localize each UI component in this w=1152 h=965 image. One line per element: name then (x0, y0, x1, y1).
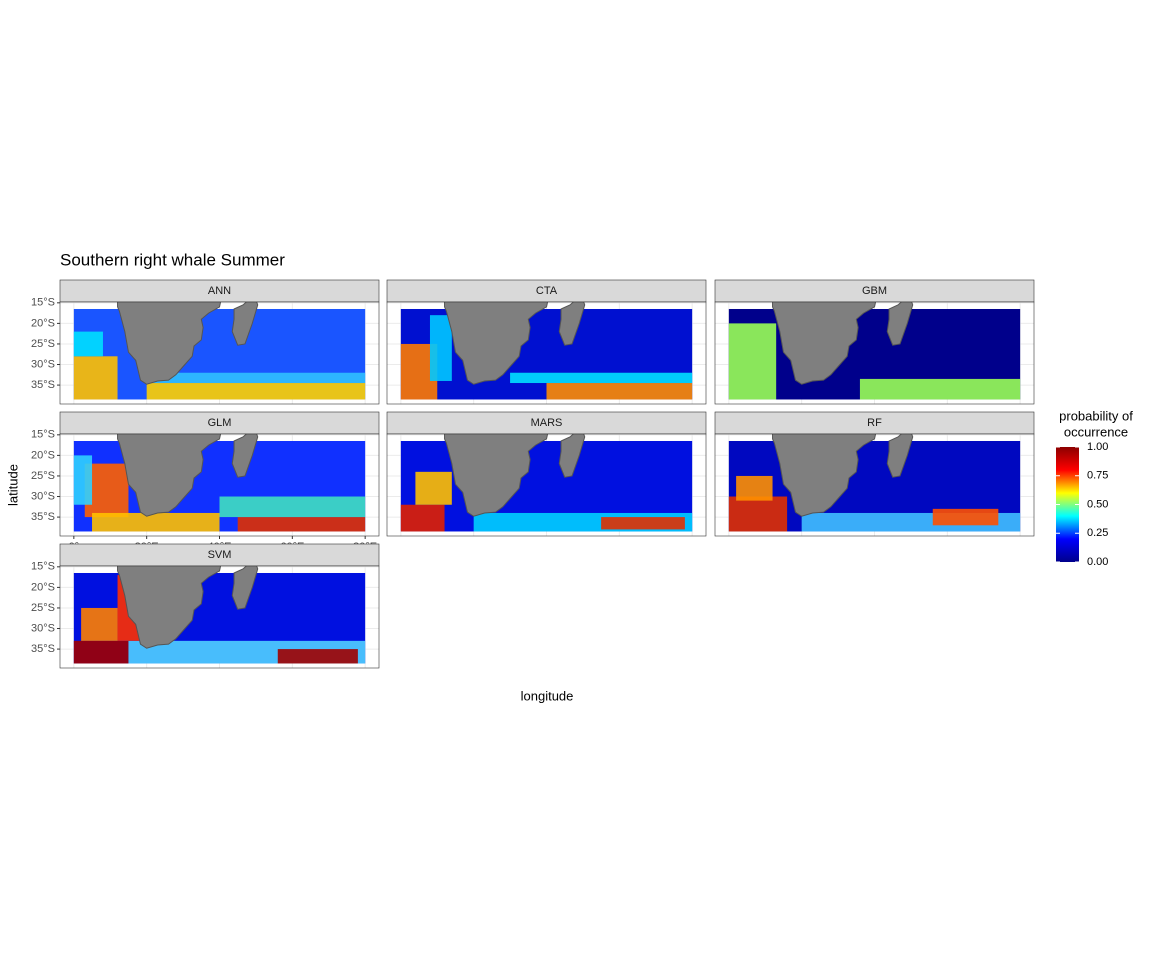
legend-title: occurrence (1064, 424, 1128, 439)
raster-patch (400, 504, 445, 532)
y-tick-label: 20°S (31, 581, 55, 593)
land (886, 434, 914, 478)
y-tick-label: 30°S (31, 358, 55, 370)
land (117, 566, 222, 649)
land (444, 302, 549, 385)
panel-border (59, 301, 380, 405)
legend-label: 0.50 (1087, 498, 1108, 510)
raster-patch (237, 517, 366, 532)
strip-label: MARS (531, 417, 563, 429)
land (117, 434, 222, 517)
y-tick-label: 15°S (31, 297, 55, 309)
y-tick-label: 25°S (31, 602, 55, 614)
raster-patch (859, 378, 1021, 400)
raster-patch (728, 323, 777, 400)
y-tick-label: 15°S (31, 561, 55, 573)
legend-title: probability of (1059, 408, 1133, 423)
raster-patch (601, 517, 685, 530)
y-tick-label: 35°S (31, 511, 55, 523)
raster-patch (73, 331, 103, 357)
panel (60, 434, 379, 536)
land (558, 302, 586, 346)
chart-title: Southern right whale Summer (60, 250, 285, 269)
panel (715, 434, 1034, 536)
strip-label: ANN (208, 285, 231, 297)
land (772, 434, 877, 517)
x-axis-label: longitude (521, 688, 574, 703)
strip-label: RF (867, 417, 882, 429)
raster-patch (146, 372, 366, 384)
raster-patch (73, 356, 118, 400)
strip-label: SVM (208, 549, 232, 561)
panel-border (386, 301, 707, 405)
panel-border (714, 301, 1035, 405)
raster-patch (219, 496, 366, 518)
y-axis-label: latitude (5, 464, 20, 506)
raster-patch (277, 649, 358, 664)
raster-patch (429, 315, 452, 381)
legend-label: 0.00 (1087, 556, 1108, 568)
panel (715, 302, 1034, 404)
raster-patch (73, 455, 93, 505)
y-tick-label: 20°S (31, 449, 55, 461)
raster-patch (728, 496, 788, 532)
raster-patch (736, 475, 773, 501)
land (231, 302, 259, 346)
legend-label: 0.75 (1087, 470, 1108, 482)
raster-patch (546, 383, 693, 400)
panel (60, 566, 379, 668)
colorbar (1056, 447, 1079, 562)
y-tick-label: 35°S (31, 643, 55, 655)
panel-border (714, 433, 1035, 537)
raster-patch (73, 640, 129, 664)
raster-patch (92, 512, 220, 532)
panel (60, 302, 379, 404)
y-tick-label: 20°S (31, 317, 55, 329)
panel-border (386, 433, 707, 537)
raster-patch (81, 607, 118, 641)
y-tick-label: 15°S (31, 429, 55, 441)
raster-patch (510, 372, 693, 384)
y-tick-label: 25°S (31, 470, 55, 482)
land (444, 434, 549, 517)
strip-label: GBM (862, 285, 887, 297)
land (231, 434, 259, 478)
raster-patch (146, 383, 366, 400)
land (231, 566, 259, 610)
raster-patch (415, 471, 452, 505)
land (772, 302, 877, 385)
y-tick-label: 35°S (31, 379, 55, 391)
land (886, 302, 914, 346)
panel (387, 434, 706, 536)
panel (387, 302, 706, 404)
y-tick-label: 30°S (31, 490, 55, 502)
y-tick-label: 25°S (31, 338, 55, 350)
legend-label: 0.25 (1087, 527, 1108, 539)
land (558, 434, 586, 478)
y-tick-label: 30°S (31, 622, 55, 634)
panel-border (59, 565, 380, 669)
strip-label: GLM (208, 417, 232, 429)
strip-label: CTA (536, 285, 558, 297)
legend-label: 1.00 (1087, 441, 1108, 453)
land (117, 302, 222, 385)
raster-patch (932, 508, 999, 526)
